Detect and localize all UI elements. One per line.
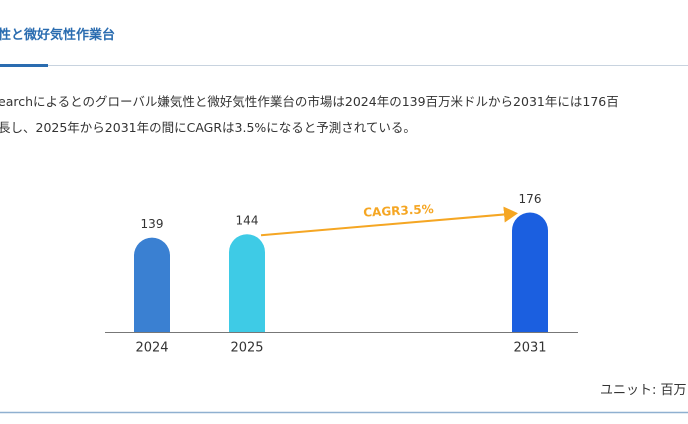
paragraph-line: 長し、2025年から2031年の間にCAGRは3.5%になると予測されている。 [0,120,416,135]
cagr-arrow [260,206,518,237]
bar [134,237,170,332]
paragraph-line: earchによるとのグローバル嫌気性と微好気性作業台の市場は2024年の139百… [0,94,619,109]
bar [512,212,548,332]
x-tick-label: 2031 [513,341,546,356]
value-label: 176 [519,192,542,206]
x-tick-label: 2025 [230,341,263,356]
unit-note: ユニット: 百万 [600,383,687,398]
heading-underline [0,64,48,67]
bar [229,234,265,332]
cagr-label: CAGR3.5% [363,202,434,220]
value-label: 139 [141,217,164,231]
section-heading: 性と微好気性作業台 [0,28,116,43]
value-label: 144 [236,214,259,228]
x-tick-label: 2024 [135,341,168,356]
